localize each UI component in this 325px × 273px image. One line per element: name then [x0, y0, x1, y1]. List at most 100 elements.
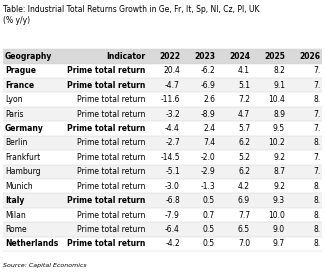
- Bar: [252, 150, 287, 165]
- Bar: [182, 237, 217, 251]
- Text: 10.0: 10.0: [268, 210, 285, 219]
- Text: 7.: 7.: [313, 66, 320, 75]
- Text: 2024: 2024: [229, 52, 250, 61]
- Bar: [3, 222, 60, 237]
- Text: -6.9: -6.9: [200, 81, 215, 90]
- Text: -6.2: -6.2: [200, 66, 215, 75]
- Text: Prime total return: Prime total return: [67, 124, 145, 133]
- Text: Table: Industrial Total Returns Growth in Ge, Fr, It, Sp, Nl, Cz, Pl, UK
(% y/y): Table: Industrial Total Returns Growth i…: [3, 5, 260, 25]
- Text: -14.5: -14.5: [160, 153, 180, 162]
- Bar: [60, 93, 147, 107]
- Bar: [287, 222, 322, 237]
- Text: Hamburg: Hamburg: [5, 167, 41, 176]
- Bar: [147, 93, 182, 107]
- Bar: [60, 208, 147, 222]
- Bar: [60, 64, 147, 78]
- Text: 9.5: 9.5: [273, 124, 285, 133]
- Bar: [252, 136, 287, 150]
- Text: 9.1: 9.1: [273, 81, 285, 90]
- Bar: [60, 165, 147, 179]
- Text: 7.: 7.: [313, 124, 320, 133]
- Text: -2.9: -2.9: [200, 167, 215, 176]
- Bar: [252, 78, 287, 93]
- Bar: [217, 165, 252, 179]
- Bar: [252, 222, 287, 237]
- Text: 7.: 7.: [313, 81, 320, 90]
- Bar: [217, 194, 252, 208]
- Text: 9.3: 9.3: [273, 196, 285, 205]
- Bar: [3, 121, 60, 136]
- Text: Prime total return: Prime total return: [77, 109, 145, 118]
- Text: 0.5: 0.5: [203, 225, 215, 234]
- Bar: [182, 107, 217, 121]
- Bar: [217, 49, 252, 64]
- Text: 7.2: 7.2: [238, 95, 250, 104]
- Bar: [287, 150, 322, 165]
- Bar: [217, 107, 252, 121]
- Bar: [252, 194, 287, 208]
- Text: -2.7: -2.7: [165, 138, 180, 147]
- Text: Prime total return: Prime total return: [77, 167, 145, 176]
- Text: 7.: 7.: [313, 167, 320, 176]
- Text: 5.7: 5.7: [238, 124, 250, 133]
- Bar: [3, 194, 60, 208]
- Text: -6.4: -6.4: [165, 225, 180, 234]
- Bar: [60, 194, 147, 208]
- Bar: [252, 237, 287, 251]
- Text: Indicator: Indicator: [106, 52, 145, 61]
- Text: -5.1: -5.1: [165, 167, 180, 176]
- Text: Prime total return: Prime total return: [67, 81, 145, 90]
- Text: 0.5: 0.5: [203, 196, 215, 205]
- Text: 6.9: 6.9: [238, 196, 250, 205]
- Text: 2023: 2023: [194, 52, 215, 61]
- Bar: [217, 93, 252, 107]
- Text: Frankfurt: Frankfurt: [5, 153, 40, 162]
- Bar: [60, 150, 147, 165]
- Text: -8.9: -8.9: [200, 109, 215, 118]
- Bar: [3, 93, 60, 107]
- Text: 7.: 7.: [313, 153, 320, 162]
- Bar: [3, 64, 60, 78]
- Text: Prime total return: Prime total return: [67, 66, 145, 75]
- Bar: [3, 237, 60, 251]
- Bar: [287, 93, 322, 107]
- Text: Prime total return: Prime total return: [77, 182, 145, 191]
- Bar: [60, 179, 147, 194]
- Bar: [252, 107, 287, 121]
- Text: 20.4: 20.4: [163, 66, 180, 75]
- Text: 8.2: 8.2: [273, 66, 285, 75]
- Bar: [3, 107, 60, 121]
- Text: France: France: [5, 81, 34, 90]
- Bar: [287, 136, 322, 150]
- Bar: [147, 121, 182, 136]
- Text: 8.: 8.: [313, 95, 320, 104]
- Bar: [147, 165, 182, 179]
- Bar: [217, 222, 252, 237]
- Text: Netherlands: Netherlands: [5, 239, 58, 248]
- Text: -1.3: -1.3: [200, 182, 215, 191]
- Text: 6.2: 6.2: [238, 138, 250, 147]
- Bar: [182, 165, 217, 179]
- Text: 6.5: 6.5: [238, 225, 250, 234]
- Text: Berlin: Berlin: [5, 138, 27, 147]
- Text: Prime total return: Prime total return: [67, 239, 145, 248]
- Bar: [182, 179, 217, 194]
- Bar: [217, 150, 252, 165]
- Bar: [60, 237, 147, 251]
- Bar: [147, 64, 182, 78]
- Text: Germany: Germany: [5, 124, 44, 133]
- Text: Lyon: Lyon: [5, 95, 22, 104]
- Text: 8.: 8.: [313, 138, 320, 147]
- Bar: [60, 107, 147, 121]
- Text: 10.2: 10.2: [268, 138, 285, 147]
- Bar: [287, 78, 322, 93]
- Bar: [287, 121, 322, 136]
- Text: 0.7: 0.7: [203, 210, 215, 219]
- Text: 4.7: 4.7: [238, 109, 250, 118]
- Bar: [252, 121, 287, 136]
- Text: Prime total return: Prime total return: [77, 95, 145, 104]
- Text: Italy: Italy: [5, 196, 24, 205]
- Bar: [217, 136, 252, 150]
- Bar: [147, 49, 182, 64]
- Bar: [252, 49, 287, 64]
